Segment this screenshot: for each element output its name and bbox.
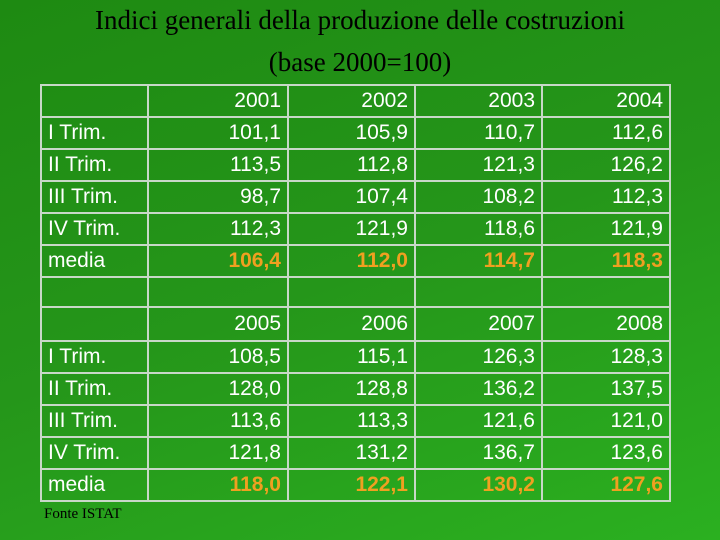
data-row: media 106,4 112,0 114,7 118,3 xyxy=(40,244,671,278)
data-row: I Trim. 101,1 105,9 110,7 112,6 xyxy=(40,116,671,150)
cell-value: 105,9 xyxy=(287,116,416,150)
row-label: I Trim. xyxy=(40,116,149,150)
cell-value: 112,3 xyxy=(147,212,289,246)
empty-cell xyxy=(541,276,671,308)
spacer-row xyxy=(40,276,671,308)
row-label: II Trim. xyxy=(40,372,149,406)
data-row: II Trim. 113,5 112,8 121,3 126,2 xyxy=(40,148,671,182)
cell-value: 121,8 xyxy=(147,436,289,470)
empty-cell xyxy=(287,276,416,308)
row-label: III Trim. xyxy=(40,404,149,438)
cell-value: 136,7 xyxy=(414,436,543,470)
cell-value: 121,0 xyxy=(541,404,671,438)
cell-value: 113,3 xyxy=(287,404,416,438)
cell-value: 118,6 xyxy=(414,212,543,246)
empty-cell xyxy=(40,276,149,308)
cell-value: 118,0 xyxy=(147,468,289,502)
cell-value: 110,7 xyxy=(414,116,543,150)
row-label: I Trim. xyxy=(40,340,149,374)
year-header: 2008 xyxy=(541,306,671,342)
year-header: 2002 xyxy=(287,84,416,118)
cell-value: 98,7 xyxy=(147,180,289,214)
data-row: III Trim. 98,7 107,4 108,2 112,3 xyxy=(40,180,671,214)
footer: Fonte ISTAT xyxy=(44,506,122,522)
data-row: III Trim. 113,6 113,3 121,6 121,0 xyxy=(40,404,671,438)
cell-value: 118,3 xyxy=(541,244,671,278)
cell-value: 121,3 xyxy=(414,148,543,182)
empty-cell xyxy=(414,276,543,308)
data-row: IV Trim. 121,8 131,2 136,7 123,6 xyxy=(40,436,671,470)
cell-value: 137,5 xyxy=(541,372,671,406)
cell-value: 113,5 xyxy=(147,148,289,182)
year-header: 2005 xyxy=(147,306,289,342)
cell-value: 126,3 xyxy=(414,340,543,374)
cell-value: 101,1 xyxy=(147,116,289,150)
row-label: media xyxy=(40,244,149,278)
title-line: (base 2000=100) xyxy=(268,47,452,77)
cell-value: 112,0 xyxy=(287,244,416,278)
row-label: media xyxy=(40,468,149,502)
cell-value: 128,3 xyxy=(541,340,671,374)
title-line: Indici generali della produzione delle c… xyxy=(94,5,626,35)
cell-value: 106,4 xyxy=(147,244,289,278)
empty-cell xyxy=(147,276,289,308)
data-row: media 118,0 122,1 130,2 127,6 xyxy=(40,468,671,502)
row-label: IV Trim. xyxy=(40,212,149,246)
cell-value: 122,1 xyxy=(287,468,416,502)
cell-value: 127,6 xyxy=(541,468,671,502)
cell-value: 121,6 xyxy=(414,404,543,438)
cell-value: 114,7 xyxy=(414,244,543,278)
empty-cell xyxy=(40,84,149,118)
data-row: II Trim. 128,0 128,8 136,2 137,5 xyxy=(40,372,671,406)
year-header: 2001 xyxy=(147,84,289,118)
year-header: 2004 xyxy=(541,84,671,118)
cell-value: 108,2 xyxy=(414,180,543,214)
cell-value: 112,6 xyxy=(541,116,671,150)
year-header: 2003 xyxy=(414,84,543,118)
cell-value: 121,9 xyxy=(541,212,671,246)
row-label: III Trim. xyxy=(40,180,149,214)
header-row: 2005 2006 2007 2008 xyxy=(40,306,671,342)
data-row: I Trim. 108,5 115,1 126,3 128,3 xyxy=(40,340,671,374)
row-label: II Trim. xyxy=(40,148,149,182)
cell-value: 128,8 xyxy=(287,372,416,406)
empty-cell xyxy=(40,306,149,342)
cell-value: 130,2 xyxy=(414,468,543,502)
cell-value: 113,6 xyxy=(147,404,289,438)
cell-value: 128,0 xyxy=(147,372,289,406)
data-table: 2001 2002 2003 2004 I Trim. 101,1 105,9 110,7 11… xyxy=(40,84,671,502)
cell-value: 108,5 xyxy=(147,340,289,374)
cell-value: 112,3 xyxy=(541,180,671,214)
data-row: IV Trim. 112,3 121,9 118,6 121,9 xyxy=(40,212,671,246)
cell-value: 126,2 xyxy=(541,148,671,182)
cell-value: 115,1 xyxy=(287,340,416,374)
year-header: 2007 xyxy=(414,306,543,342)
cell-value: 123,6 xyxy=(541,436,671,470)
cell-value: 131,2 xyxy=(287,436,416,470)
header-row: 2001 2002 2003 2004 xyxy=(40,84,671,118)
cell-value: 112,8 xyxy=(287,148,416,182)
year-header: 2006 xyxy=(287,306,416,342)
cell-value: 107,4 xyxy=(287,180,416,214)
cell-value: 136,2 xyxy=(414,372,543,406)
row-label: IV Trim. xyxy=(40,436,149,470)
cell-value: 121,9 xyxy=(287,212,416,246)
